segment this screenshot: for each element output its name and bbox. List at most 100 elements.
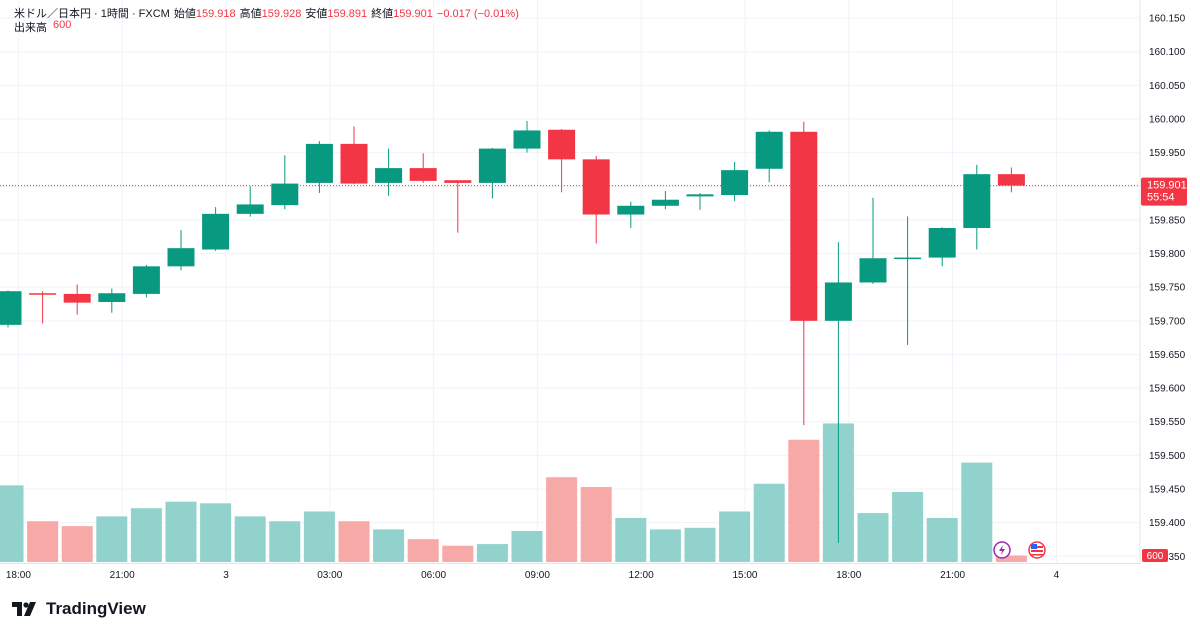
candle-body[interactable] xyxy=(478,148,506,183)
volume-bar xyxy=(546,477,578,562)
price-axis[interactable]: 159.350159.400159.450159.500159.550159.6… xyxy=(1149,14,1186,563)
time-axis[interactable]: 18:00 21:00 3 03:00 06:00 09:00 12:00 15:00 18:0… xyxy=(6,570,1060,581)
volume-bar xyxy=(857,513,889,562)
volume-legend: 出来高 600 xyxy=(14,19,71,35)
volume-bars xyxy=(0,423,1027,562)
us-flag-icon[interactable] xyxy=(1028,541,1046,559)
volume-bar xyxy=(96,516,128,562)
candle-body[interactable] xyxy=(271,183,299,206)
volume-bar xyxy=(892,491,924,562)
volume-bar xyxy=(649,529,681,562)
candle-body[interactable] xyxy=(617,205,645,215)
candle-body[interactable] xyxy=(721,170,749,196)
volume-bar xyxy=(234,516,266,562)
lightning-icon[interactable] xyxy=(993,541,1011,559)
candle-body[interactable] xyxy=(375,168,403,183)
volume-bar xyxy=(476,544,508,562)
tradingview-logo-icon xyxy=(12,602,36,616)
price-tick-label: 159.450 xyxy=(1149,485,1186,496)
price-tag-bg xyxy=(1141,177,1187,206)
time-tick-label: 09:00 xyxy=(525,570,550,581)
price-tick-label: 159.500 xyxy=(1149,451,1186,462)
candle-body[interactable] xyxy=(167,248,195,267)
close-label: 終値 xyxy=(371,8,394,20)
price-tick-label: 159.600 xyxy=(1149,384,1186,395)
symbol-title[interactable]: 米ドル／日本円 · 1時間 · FXCM xyxy=(14,8,170,20)
volume-bar xyxy=(200,503,232,562)
volume-bar xyxy=(338,521,370,562)
chart-legend: 米ドル／日本円 · 1時間 · FXCM 始値 159.918 高値 159.928… xyxy=(14,5,519,21)
low-label: 安値 xyxy=(305,8,328,20)
candle-body[interactable] xyxy=(755,131,783,169)
candle-body[interactable] xyxy=(305,143,333,183)
price-tag-value: 159.901 xyxy=(1147,180,1187,192)
volume-bar xyxy=(615,517,647,562)
price-tag-countdown: 55:54 xyxy=(1147,192,1175,204)
candle-body[interactable] xyxy=(686,194,714,197)
candle-body[interactable] xyxy=(444,180,472,183)
volume-label[interactable]: 出来高 xyxy=(14,22,47,34)
candle-body[interactable] xyxy=(928,227,956,258)
volume-bar xyxy=(373,529,405,562)
brand-name: TradingView xyxy=(46,599,146,618)
close-value: 159.901 xyxy=(393,8,433,20)
price-tick-label: 159.700 xyxy=(1149,316,1186,327)
volume-bar xyxy=(511,531,543,562)
high-label: 高値 xyxy=(239,8,262,20)
candle-body[interactable] xyxy=(29,293,57,295)
price-tag: 159.901 55:54 xyxy=(1141,177,1187,206)
price-tick-label: 160.050 xyxy=(1149,81,1186,92)
change-value: −0.017 (−0.01%) xyxy=(436,8,519,20)
volume-bar xyxy=(926,517,958,562)
price-tick-label: 159.550 xyxy=(1149,417,1186,428)
candle-body[interactable] xyxy=(963,174,991,228)
time-tick-label: 03:00 xyxy=(317,570,342,581)
candle-body[interactable] xyxy=(63,293,91,303)
volume-bar xyxy=(753,483,785,562)
candle-body[interactable] xyxy=(548,129,576,160)
candle-body[interactable] xyxy=(651,199,679,206)
candle-body[interactable] xyxy=(236,204,264,214)
volume-bar xyxy=(961,462,993,562)
candle-body[interactable] xyxy=(132,266,160,294)
candle-body[interactable] xyxy=(894,257,922,260)
price-tick-label: 159.750 xyxy=(1149,283,1186,294)
price-tick-label: 159.950 xyxy=(1149,148,1186,159)
volume-tag-value: 600 xyxy=(1147,551,1164,562)
candle-body[interactable] xyxy=(98,293,126,302)
time-tick-label: 06:00 xyxy=(421,570,446,581)
volume-bar xyxy=(684,527,716,562)
low-value: 159.891 xyxy=(327,8,368,20)
price-tick-label: 160.000 xyxy=(1149,115,1186,126)
candle-body[interactable] xyxy=(997,174,1025,186)
time-tick-label: 15:00 xyxy=(732,570,757,581)
volume-bar xyxy=(61,526,93,562)
volume-bar xyxy=(165,501,197,562)
candle-body[interactable] xyxy=(340,143,368,184)
volume-tag: 600 xyxy=(1142,549,1168,562)
time-tick-label: 21:00 xyxy=(110,570,135,581)
volume-bar xyxy=(303,511,335,562)
tradingview-logo[interactable]: TradingView xyxy=(12,599,146,619)
candle-body[interactable] xyxy=(824,282,852,321)
volume-bar xyxy=(0,485,24,562)
volume-bar xyxy=(407,539,439,562)
candle-body[interactable] xyxy=(0,291,22,325)
volume-value: 600 xyxy=(53,19,72,31)
price-tick-label: 160.100 xyxy=(1149,47,1186,58)
volume-bar xyxy=(995,555,1027,562)
volume-bar xyxy=(580,487,612,562)
candle-body[interactable] xyxy=(513,130,541,149)
candle-body[interactable] xyxy=(409,168,437,181)
candle-body[interactable] xyxy=(582,159,610,215)
open-label: 始値 xyxy=(173,8,196,20)
candle-body[interactable] xyxy=(859,258,887,283)
candle-body[interactable] xyxy=(790,131,818,321)
candle-body[interactable] xyxy=(202,213,230,250)
volume-bar xyxy=(269,521,301,562)
high-value: 159.928 xyxy=(261,8,302,20)
time-tick-label: 4 xyxy=(1054,570,1060,581)
time-tick-label: 21:00 xyxy=(940,570,965,581)
time-tick-label: 18:00 xyxy=(836,570,861,581)
